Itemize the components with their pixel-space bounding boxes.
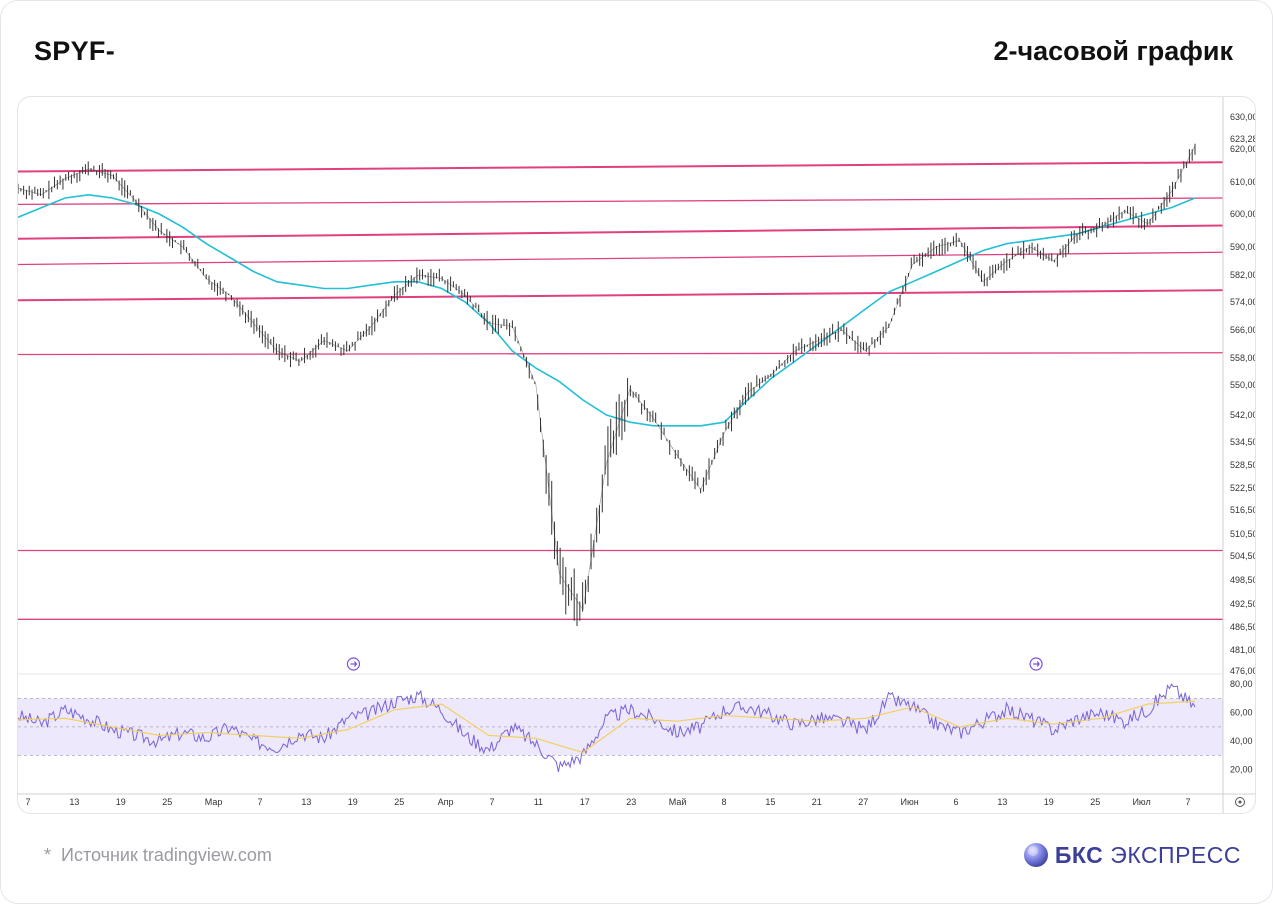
time-tick-label: 13 <box>301 797 311 807</box>
footnote-star: * <box>44 845 52 865</box>
price-tick-label: 566,00 <box>1230 325 1255 335</box>
time-tick-label: 15 <box>765 797 775 807</box>
price-line <box>18 145 1196 611</box>
time-tick-label: 13 <box>997 797 1007 807</box>
time-tick-label: 7 <box>25 797 30 807</box>
time-tick-label: 11 <box>534 797 543 807</box>
price-series <box>18 143 1196 627</box>
price-tick-label: 574,00 <box>1230 297 1255 307</box>
level-line <box>18 251 1224 266</box>
time-tick-label: 7 <box>1185 797 1190 807</box>
time-tick-label: Апр <box>438 797 454 807</box>
rsi-tick-label: 80,00 <box>1230 679 1253 689</box>
time-tick-label: 13 <box>69 797 79 807</box>
moving-average <box>18 193 1196 427</box>
support-resistance-levels <box>18 161 1224 620</box>
timeframe-title: 2-часовой график <box>993 36 1233 66</box>
event-markers <box>346 657 1043 671</box>
time-tick-label: 25 <box>1090 797 1100 807</box>
price-tick-label: 620,00 <box>1230 144 1255 154</box>
price-tick-label: 590,00 <box>1230 242 1255 252</box>
price-tick-label: 522,50 <box>1230 483 1255 493</box>
price-tick-label: 550,00 <box>1230 380 1255 390</box>
price-tick-label: 558,00 <box>1230 353 1255 363</box>
time-tick-label: 7 <box>489 797 494 807</box>
price-tick-label: 582,00 <box>1230 270 1255 280</box>
level-line <box>18 289 1224 302</box>
rsi-tick-label: 40,00 <box>1230 736 1253 746</box>
time-tick-label: 7 <box>257 797 262 807</box>
source-note: * Источник tradingview.com <box>44 845 272 866</box>
rsi-ma-line <box>18 700 1196 754</box>
ticker-title: SPYF- <box>34 36 116 66</box>
price-tick-label: 534,50 <box>1230 437 1255 447</box>
time-tick-label: 23 <box>626 797 636 807</box>
source-text: Источник tradingview.com <box>61 845 272 865</box>
price-tick-label: 542,00 <box>1230 410 1255 420</box>
price-tick-label: 476,00 <box>1230 666 1255 676</box>
arrow-right-circle-icon[interactable] <box>346 657 361 671</box>
time-tick-label: Июл <box>1132 797 1150 807</box>
time-tick-label: Май <box>669 797 687 807</box>
axes: 630,00623,28620,00610,00600,00590,00582,… <box>18 97 1255 813</box>
rsi-tick-label: 60,00 <box>1230 708 1253 718</box>
level-line <box>18 352 1224 356</box>
rsi-line <box>18 683 1196 773</box>
level-line <box>18 197 1224 206</box>
moving-average-line <box>18 193 1196 427</box>
time-tick-label: 6 <box>953 797 958 807</box>
time-tick-label: 19 <box>348 797 358 807</box>
price-tick-label: 600,00 <box>1230 209 1255 219</box>
price-tick-label: 498,50 <box>1230 575 1255 585</box>
chart-frame[interactable]: 630,00 623,28 620,00 610,00 600,00 590,00 582,… <box>17 96 1256 814</box>
time-tick-label: 21 <box>812 797 822 807</box>
time-tick-label: Июн <box>900 797 918 807</box>
time-tick-label: 17 <box>580 797 590 807</box>
price-tick-label: 486,50 <box>1230 622 1255 632</box>
chart-svg[interactable]: 630,00623,28620,00610,00600,00590,00582,… <box>18 97 1255 813</box>
price-tick-label: 516,50 <box>1230 505 1255 515</box>
price-tick-label: 630,00 <box>1230 112 1255 122</box>
time-tick-label: 19 <box>1044 797 1054 807</box>
arrow-right-circle-icon[interactable] <box>1029 657 1043 671</box>
time-tick-label: 25 <box>394 797 404 807</box>
brand-name: БКС <box>1054 841 1104 868</box>
brand-sub: ЭКСПРЕСС <box>1110 841 1241 868</box>
price-tick-label: 492,50 <box>1230 599 1255 609</box>
level-line <box>18 224 1224 240</box>
brand-logo-block: БКС ЭКСПРЕСС <box>1023 840 1241 870</box>
gear-icon[interactable] <box>1235 797 1245 807</box>
price-tick-label: 623,28 <box>1230 134 1255 144</box>
time-tick-label: Мар <box>205 797 223 807</box>
brand-sphere-icon <box>1023 843 1048 867</box>
time-tick-label: 19 <box>116 797 126 807</box>
time-tick-label: 27 <box>858 797 868 807</box>
price-tick-label: 528,50 <box>1230 460 1255 470</box>
price-tick-label: 481,00 <box>1230 645 1255 655</box>
rsi-panel <box>18 683 1223 773</box>
level-line <box>18 161 1224 173</box>
price-tick-label: 610,00 <box>1230 177 1255 187</box>
time-tick-label: 25 <box>162 797 172 807</box>
price-tick-label: 510,50 <box>1230 529 1255 539</box>
rsi-tick-label: 20,00 <box>1230 765 1253 775</box>
time-tick-label: 8 <box>721 797 726 807</box>
price-tick-label: 504,50 <box>1230 551 1255 561</box>
